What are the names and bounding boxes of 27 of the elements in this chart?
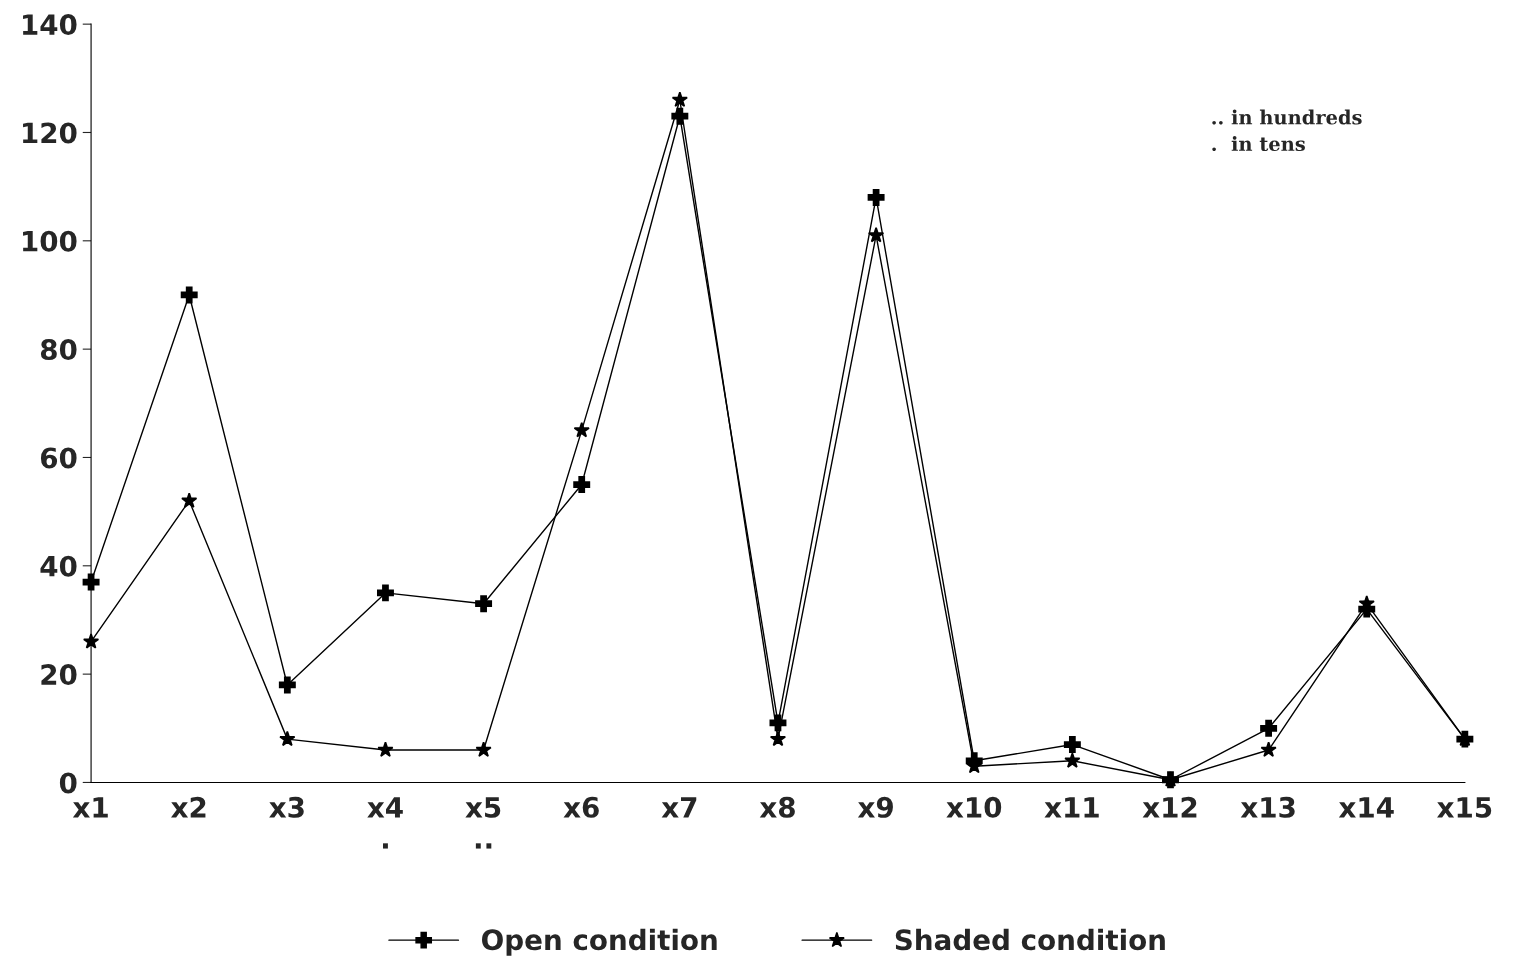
x-tick-label: x5 .. <box>465 797 501 849</box>
x-tick-label: x1 <box>72 797 108 818</box>
annotation: . in tens <box>1212 136 1305 152</box>
x-tick-label: x12 <box>1142 796 1197 818</box>
annotation: .. in hundreds <box>1212 109 1362 125</box>
x-tick-label: x9 <box>857 796 893 818</box>
y-tick-label: 140 <box>23 14 77 36</box>
x-tick-label: x2 <box>171 796 206 818</box>
x-tick-label: x15 <box>1437 797 1492 818</box>
x-tick-label: x6 <box>563 796 599 818</box>
x-tick-label: x3 <box>269 796 304 818</box>
x-tick-label: x8 <box>759 796 795 818</box>
legend-label: Shaded condition <box>895 928 1165 951</box>
x-tick-label: x7 <box>661 797 697 818</box>
y-tick-label: 100 <box>23 230 77 252</box>
x-tick-label: x14 <box>1338 797 1394 818</box>
x-tick-label: x10 <box>946 796 1002 818</box>
y-tick-label: 60 <box>40 447 77 469</box>
y-tick-label: 40 <box>40 555 77 577</box>
legend-label: Open condition <box>482 928 717 956</box>
y-tick-label: 80 <box>40 339 77 361</box>
x-tick-label: x11 <box>1044 797 1099 818</box>
x-tick-label: x13 <box>1240 796 1295 818</box>
y-tick-label: 20 <box>41 664 77 686</box>
x-tick-label: x4 . <box>367 797 403 849</box>
y-tick-label: 120 <box>23 122 77 144</box>
y-tick-label: 0 <box>59 772 77 794</box>
